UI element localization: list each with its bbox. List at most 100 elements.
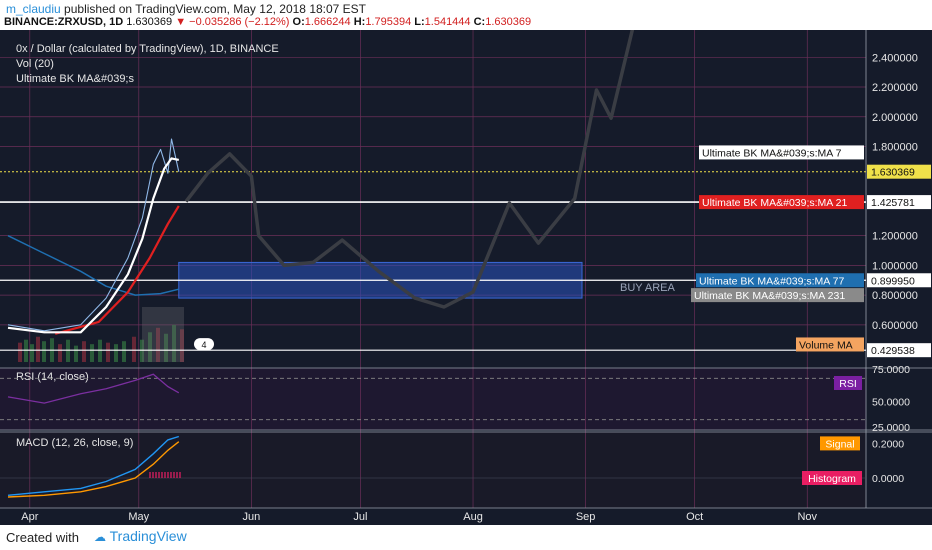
trading-chart[interactable]: 2.400000 2.200000 2.000000 1.800000 1.200000… [0,30,932,525]
rsi-tick-label: 50.0000 [872,397,910,409]
legend-item: 0x / Dollar (calculated by TradingView),… [16,43,279,55]
buy-area-label: BUY AREA [620,282,675,294]
x-tick-label: Nov [797,511,817,523]
volume-bar [132,336,136,362]
volume-bar [58,344,62,362]
rsi-tick-label: 25.0000 [872,422,910,434]
volume-ma-value-badge-bg [867,343,931,358]
legend-item: Vol (20) [16,58,54,70]
ma-77-line [7,235,179,296]
macd-panel [0,432,866,508]
close-value: 1.630369 [485,16,532,28]
ma-7-label: Ultimate BK MA&#039;s:MA 7 [702,147,842,159]
volume-bar [90,344,94,362]
ohlc-line: BINANCE:ZRXUSD, 1D 1.630369 ▼ −0.035286 … [4,16,531,28]
rsi-line [7,373,180,404]
x-tick-label: Sep [576,511,596,523]
signal-line [7,441,180,498]
volume-bar [42,341,46,362]
volume-count-badge [194,338,214,351]
volume-bar [140,339,144,362]
created-with-text: Created with [6,530,79,545]
open-value: 1.666244 [304,16,351,28]
ma-77-value-badge: 0.899950 [871,275,915,287]
y-tick-label: 2.000000 [872,112,918,124]
ma-21-line [54,205,180,335]
ma-77-value-badge-bg [867,273,931,288]
volume-ma-area [142,307,184,362]
volume-bar [98,339,102,362]
price-change: ▼ −0.035286 (−2.12%) [175,16,290,28]
low-label: L: [414,16,425,28]
x-tick-label: Oct [686,511,703,523]
volume-bar [114,344,118,362]
ma-231-label-bg [691,288,864,303]
high-value: 1.795394 [365,16,412,28]
y-tick-label: 1.800000 [872,141,918,153]
rsi-badge: RSI [839,378,857,390]
volume-bar [164,333,168,362]
rsi-badge-bg [834,376,862,390]
rsi-tick-label: 75.0000 [872,364,910,376]
volume-bar [24,339,28,362]
last-price-badge-bg [867,164,931,179]
x-tick-label: Jun [243,511,261,523]
y-tick-label: 0.800000 [872,290,918,302]
publish-line: m_claudiu published on TradingView.com, … [6,2,366,16]
volume-bar [156,327,160,362]
last-price: 1.630369 [126,16,173,28]
macd-tick-label: 0.0000 [872,473,904,485]
volume-bar [18,342,22,362]
symbol-label: BINANCE:ZRXUSD, 1D [4,16,124,28]
ma-231-label: Ultimate BK MA&#039;s:MA 231 [694,290,845,302]
ma-77-label-bg [696,273,864,288]
x-tick-label: Jul [353,511,367,523]
projection-path [184,30,635,309]
signal-badge-bg [820,436,860,451]
legend-item: Ultimate BK MA&#039;s [16,73,134,85]
histogram-badge: Histogram [808,473,856,485]
volume-ma-label: Volume MA [799,339,853,351]
volume-bar [66,339,70,362]
volume-bar [172,324,176,362]
chart-header: m_claudiu published on TradingView.com, … [0,0,932,30]
macd-line [7,435,180,496]
ma-21-value-badge: 1.425781 [871,197,915,209]
ma-21-label-bg [699,195,864,210]
rsi-title: RSI (14, close) [16,371,89,383]
y-tick-label: 1.000000 [872,260,918,272]
y-tick-label: 0.600000 [872,320,918,332]
chart-footer: Created with ☁ TradingView [0,525,932,550]
volume-ma-value-badge: 0.429538 [871,345,915,357]
rsi-panel [0,368,866,430]
volume-bar [36,336,40,362]
volume-bar [74,345,78,362]
author-link[interactable]: m_claudiu [6,2,61,16]
high-label: H: [353,16,366,28]
ma-21-label: Ultimate BK MA&#039;s:MA 21 [702,197,847,209]
ma-7-label-bg [699,145,864,160]
publish-info: published on TradingView.com, May 12, 20… [64,2,367,16]
volume-bar [82,341,86,362]
close-label: C: [473,16,486,28]
y-tick-label: 2.200000 [872,82,918,94]
volume-ma-label-bg [796,337,864,352]
tradingview-logo[interactable]: ☁ TradingView [94,528,187,544]
macd-title: MACD (12, 26, close, 9) [16,437,133,449]
signal-badge: Signal [825,438,854,450]
ma-21-value-badge-bg [867,195,931,210]
y-tick-label: 2.400000 [872,52,918,64]
volume-bar [122,341,126,362]
y-tick-label: 1.200000 [872,231,918,243]
volume-bar [106,342,110,362]
x-tick-label: Apr [21,511,38,523]
open-label: O: [292,16,305,28]
brand-name: TradingView [109,528,187,544]
histogram-badge-bg [802,471,862,485]
ma-7-line [7,157,180,334]
last-price-badge: 1.630369 [871,167,915,179]
volume-bar [148,332,152,362]
x-tick-label: May [128,511,149,523]
macd-tick-label: 0.2000 [872,438,904,450]
volume-bar [180,329,184,362]
